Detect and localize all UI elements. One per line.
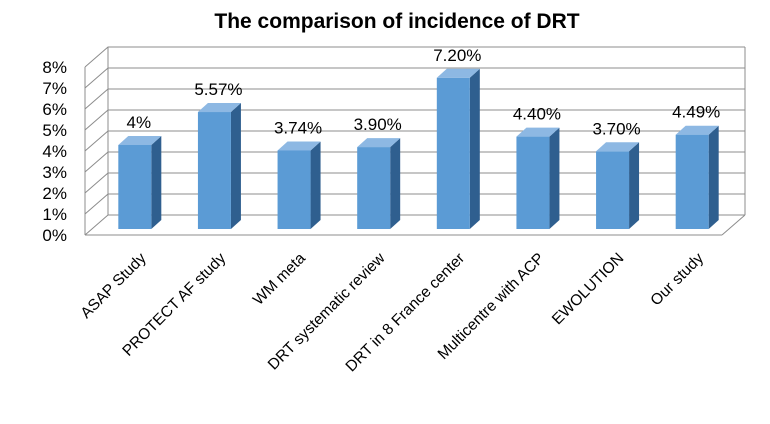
y-tick-label: 1%	[42, 205, 67, 224]
bar-side	[390, 138, 401, 229]
gridline	[84, 67, 745, 89]
data-label: 3.74%	[274, 118, 322, 137]
bar	[596, 142, 640, 229]
y-tick-label: 3%	[42, 163, 67, 182]
data-label: 3.70%	[592, 119, 640, 138]
bar-top	[357, 138, 401, 148]
x-tick-label: WM meta	[250, 250, 309, 309]
bars	[118, 68, 719, 229]
bar-front	[118, 145, 152, 229]
bar-side	[469, 68, 480, 229]
x-tick-label: Our study	[647, 250, 707, 310]
bar-side	[549, 127, 560, 229]
bar-top	[277, 141, 321, 151]
gridlines	[84, 46, 746, 236]
data-label: 7.20%	[433, 46, 481, 65]
gridline	[84, 151, 745, 173]
bar-front	[516, 136, 550, 229]
gridline	[84, 130, 745, 152]
bar-top	[197, 103, 241, 113]
gridline	[84, 46, 745, 68]
data-label: 5.57%	[194, 80, 242, 99]
gridline	[84, 172, 745, 194]
data-label: 3.90%	[354, 115, 402, 134]
y-tick-label: 7%	[42, 79, 67, 98]
bar-front	[277, 150, 311, 229]
gridline	[84, 214, 745, 236]
bar-top	[516, 127, 560, 137]
data-label: 4.40%	[513, 105, 561, 124]
bar-side	[629, 142, 640, 229]
gridline	[84, 109, 745, 131]
bar	[675, 125, 719, 229]
data-labels: 4% 5.57% 3.74% 3.90% 7.20% 4.40% 3.70% 4.49%	[127, 46, 721, 139]
y-tick-label: 5%	[42, 121, 67, 140]
bar-side	[151, 136, 162, 229]
bar-front	[596, 151, 630, 229]
bar-top	[596, 142, 640, 152]
y-tick-label: 6%	[42, 100, 67, 119]
data-label: 4.49%	[672, 103, 720, 122]
bar	[197, 103, 241, 229]
x-tick-label: ASAP Study	[78, 250, 150, 322]
x-tick-label: EWOLUTION	[549, 250, 627, 328]
y-tick-label: 0%	[42, 226, 67, 245]
y-tick-label: 4%	[42, 142, 67, 161]
y-tick-label: 2%	[42, 184, 67, 203]
chart-title: The comparison of incidence of DRT	[214, 10, 579, 33]
bar-front	[675, 134, 709, 229]
bar-front	[197, 112, 231, 229]
bar	[118, 136, 162, 229]
bar-top	[436, 68, 480, 78]
bar	[516, 127, 560, 229]
data-label: 4%	[127, 113, 152, 132]
gridline	[84, 193, 745, 215]
bar-side	[310, 141, 321, 229]
bar-top	[118, 136, 162, 145]
bar	[357, 138, 401, 229]
gridline	[84, 88, 745, 110]
y-axis-ticks: 0% 1% 2% 3% 4% 5% 6% 7% 8%	[42, 58, 67, 245]
floor-right-edge	[721, 214, 746, 236]
bar-front	[436, 77, 470, 229]
bar-side	[708, 125, 719, 229]
bar-top	[675, 125, 719, 135]
bar	[436, 68, 480, 229]
bar-front	[357, 147, 391, 229]
bar-side	[230, 103, 241, 229]
bar	[277, 141, 321, 229]
y-tick-label: 8%	[42, 58, 67, 77]
